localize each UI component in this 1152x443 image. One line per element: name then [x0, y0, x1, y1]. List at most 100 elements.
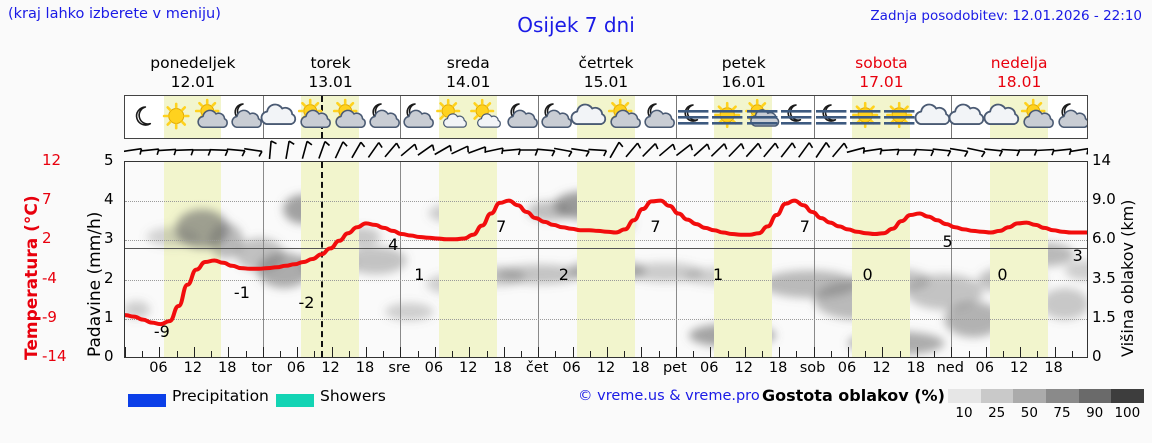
- weather-icon-cloud: [983, 96, 1020, 138]
- day-separator: [813, 162, 815, 357]
- wind-barb: [400, 143, 416, 157]
- day-separator: [675, 162, 677, 357]
- wind-barb: [140, 148, 159, 152]
- wind-barb: [693, 143, 708, 157]
- x-axis-tick: [349, 351, 350, 357]
- cloudheight-axis-tick: 9.0: [1092, 190, 1116, 209]
- wind-barb-feather: [879, 148, 883, 155]
- x-tick-label: 06: [424, 360, 444, 376]
- wind-barb: [1070, 147, 1088, 153]
- wind-barb-feather: [585, 150, 590, 157]
- x-axis-tick: [228, 347, 229, 357]
- copyright-link[interactable]: © vreme.us & vreme.pro: [578, 388, 760, 404]
- temperature-value-label: 4: [388, 234, 399, 254]
- wind-barb: [798, 142, 810, 158]
- x-axis-tick: [159, 347, 160, 357]
- x-tick-label: 18: [768, 360, 788, 376]
- x-axis-tick: [693, 351, 694, 357]
- precipitation-axis-tick: 3: [104, 229, 114, 248]
- cloud-density-step: [1111, 389, 1144, 403]
- temperature-value-label: 0: [997, 265, 1008, 285]
- x-axis-tick: [951, 347, 952, 357]
- wind-barb: [175, 148, 194, 152]
- cloudheight-axis-tick: 1.5: [1092, 307, 1116, 326]
- weather-icon-sun-fog: [710, 96, 744, 138]
- cloud-density-step: [948, 389, 981, 403]
- wind-barb: [609, 141, 620, 159]
- x-axis-tick: [900, 351, 901, 357]
- weather-icon-moon-fog: [814, 96, 848, 138]
- x-axis-tick: [969, 351, 970, 357]
- x-tick-label: 06: [700, 360, 719, 376]
- day-header-ponedeljek: ponedeljek 12.01: [124, 54, 262, 92]
- x-axis-tick: [538, 347, 539, 357]
- weather-icon-moon: [125, 96, 159, 138]
- cloudheight-axis-tick: 14: [1092, 151, 1112, 169]
- wind-barb-feather: [378, 142, 383, 149]
- temperature-axis-tick: 12: [42, 151, 62, 169]
- wind-barb-feather: [568, 151, 573, 158]
- wind-barb: [642, 143, 656, 157]
- day-separator: [538, 162, 540, 357]
- x-axis-tick: [280, 351, 281, 357]
- temperature-value-label: -1: [233, 283, 250, 303]
- x-axis-tick: [1037, 351, 1038, 357]
- wind-barb-feather: [1016, 150, 1021, 157]
- x-axis-tick: [659, 351, 660, 357]
- x-axis-tick: [263, 347, 264, 357]
- wind-barb-feather: [672, 143, 676, 151]
- x-axis-tick: [125, 347, 126, 357]
- x-axis-tick: [400, 347, 401, 357]
- x-tick-label: tor: [251, 360, 272, 376]
- wind-barb: [625, 142, 639, 158]
- x-axis-tick: [641, 347, 642, 357]
- x-tick-label: 18: [631, 360, 650, 376]
- x-axis-tick: [452, 351, 453, 357]
- day-name: ponedeljek: [150, 54, 236, 72]
- wind-barb: [417, 144, 434, 156]
- x-axis-tick: [521, 351, 522, 357]
- wind-barb-feather: [825, 142, 831, 148]
- wind-barb-feather: [324, 140, 331, 147]
- zero-degree-line: [125, 248, 1087, 249]
- wind-barb: [710, 143, 725, 157]
- wind-barb: [384, 142, 398, 158]
- wind-barb: [502, 148, 521, 152]
- chart-grid-area[interactable]: -9 -1 -2 4 1 7 2 7 1 7 0 5 0 3: [124, 161, 1088, 358]
- meteogram-plot[interactable]: -9 -1 -2 4 1 7 2 7 1 7 0 5 0 3: [124, 95, 1088, 358]
- wind-barb: [780, 142, 793, 158]
- day-date: 13.01: [308, 73, 353, 91]
- x-axis-tick: [1003, 351, 1004, 357]
- temperature-value-label: 7: [799, 217, 810, 237]
- weather-icon-moon-cloud: [1055, 96, 1087, 138]
- wind-barb: [536, 148, 555, 152]
- weather-icon-moon-fog: [779, 96, 813, 138]
- wind-barb-feather: [654, 143, 659, 150]
- temperature-axis-title: Temperatura (°C): [22, 195, 42, 360]
- weather-icon-moon-fog: [676, 96, 710, 138]
- precipitation-axis-tick: 2: [104, 268, 114, 287]
- wind-barb-feather: [501, 147, 504, 155]
- x-axis-tick: [917, 347, 918, 357]
- weather-icon-sun-fog: [848, 96, 882, 138]
- day-date: 18.01: [996, 73, 1042, 91]
- cloud-density-tick: 10: [955, 405, 973, 421]
- wind-barb: [571, 147, 590, 153]
- wind-barb-feather: [360, 141, 366, 148]
- wind-barb-feather: [603, 150, 608, 157]
- wind-barb-feather: [636, 142, 642, 149]
- wind-barb: [949, 147, 968, 153]
- wind-barb-feather: [913, 149, 918, 156]
- weather-icon-moon-cloud: [538, 96, 573, 138]
- wind-barb: [485, 147, 504, 153]
- day-header-torek: torek 13.01: [262, 54, 400, 92]
- x-axis-tick: [332, 347, 333, 357]
- daylight-band: [714, 162, 773, 357]
- weather-icon-sun-cloud: [194, 96, 228, 138]
- weather-icon-moon-cloud: [400, 96, 435, 138]
- wind-barb-feather: [757, 142, 762, 150]
- day-name: četrtek: [578, 54, 634, 72]
- wind-barb: [285, 140, 290, 160]
- x-tick-label: 12: [183, 360, 203, 376]
- x-axis-tick: [796, 351, 797, 357]
